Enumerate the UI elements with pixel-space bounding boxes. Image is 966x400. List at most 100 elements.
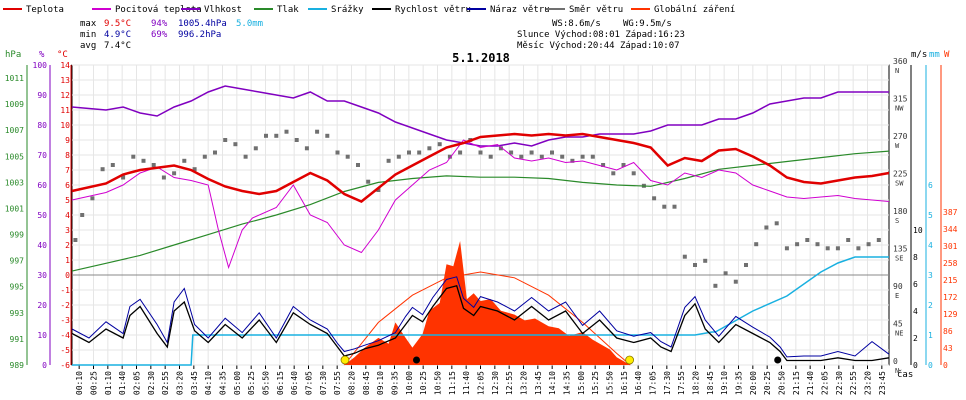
direction-point xyxy=(825,246,830,251)
info-mesic: Měsíc Východ:20:44 Západ:10:07 xyxy=(517,41,680,51)
x-tick-label: 22:30 xyxy=(835,371,844,395)
y-tick-w: 0 xyxy=(943,361,948,370)
info-ws: WS:8.6m/s xyxy=(552,19,601,29)
legend-label-vlhkost: Vlhkost xyxy=(204,5,242,15)
unit-pct: % xyxy=(39,50,45,60)
direction-point xyxy=(213,150,217,155)
direction-point xyxy=(90,196,95,201)
sun-marker xyxy=(625,355,634,365)
stats-max-temp: 9.5°C xyxy=(104,19,131,29)
x-tick-label: 05:00 xyxy=(233,371,242,395)
stats-avg-label: avg xyxy=(80,41,96,51)
y-tick-dir-deg: 225 xyxy=(893,170,908,179)
direction-point xyxy=(253,146,258,151)
direction-point xyxy=(529,150,534,155)
x-tick-label: 10:00 xyxy=(405,371,414,395)
stats-max-rain: 5.0mm xyxy=(236,19,263,29)
chart-title: 5.1.2018 xyxy=(452,51,510,65)
x-tick-label: 09:10 xyxy=(376,371,385,395)
direction-point xyxy=(835,246,840,251)
direction-point xyxy=(631,171,636,176)
y-tick-degc: -6 xyxy=(60,361,70,370)
x-tick-label: 14:35 xyxy=(563,371,572,395)
y-tick-hpa: 1003 xyxy=(5,178,24,187)
x-tick-label: 13:45 xyxy=(534,371,543,395)
direction-point xyxy=(335,150,340,155)
y-tick-ms: 4 xyxy=(913,307,918,316)
series-zareni xyxy=(344,241,631,365)
y-tick-ms: 2 xyxy=(913,334,918,343)
direction-point xyxy=(509,150,514,155)
direction-point xyxy=(703,258,708,263)
y-tick-degc: 12 xyxy=(60,91,70,100)
legend: Teplota Pocitová teplota Vlhkost Tlak Sr… xyxy=(3,5,735,15)
y-tick-degc: -1 xyxy=(60,286,70,295)
y-tick-pct: 10 xyxy=(37,331,47,340)
y-tick-hpa: 1011 xyxy=(5,74,24,83)
y-tick-dir-deg: 180 xyxy=(893,207,908,216)
direction-point xyxy=(141,158,146,163)
direction-point xyxy=(601,163,606,167)
x-tick-label: 19:35 xyxy=(735,371,744,395)
stats-avg-temp: 7.4°C xyxy=(104,41,131,51)
y-tick-degc: 6 xyxy=(65,181,70,190)
stats-min-label: min xyxy=(80,30,96,40)
y-tick-dir-deg: 360 xyxy=(893,57,908,66)
y-tick-degc: 8 xyxy=(65,151,70,160)
unit-w: W xyxy=(944,50,950,60)
unit-degc: °C xyxy=(57,50,68,60)
y-tick-w: 172 xyxy=(943,293,958,302)
legend-label-naraz: Náraz větru xyxy=(490,5,550,15)
y-tick-hpa: 1005 xyxy=(5,152,24,161)
y-tick-degc: 4 xyxy=(65,211,70,220)
x-tick-label: 01:10 xyxy=(104,371,113,395)
legend-label-teplota: Teplota xyxy=(26,5,64,15)
x-tick-label: 23:20 xyxy=(864,371,873,395)
x-tick-label: 05:25 xyxy=(247,371,256,395)
direction-point xyxy=(202,154,207,159)
y-tick-mm: 5 xyxy=(928,211,933,220)
direction-point xyxy=(407,150,411,155)
y-tick-dir-label: N xyxy=(895,67,899,75)
direction-point xyxy=(662,204,667,209)
y-tick-ms: 8 xyxy=(913,253,918,262)
direction-point xyxy=(80,213,85,217)
series-rychlost xyxy=(71,285,890,362)
series-naraz xyxy=(71,276,890,358)
y-tick-dir-label: SE xyxy=(895,255,903,263)
direction-point xyxy=(131,154,136,159)
y-tick-w: 258 xyxy=(943,259,958,268)
direction-point xyxy=(345,154,350,159)
y-tick-dir-label: NE xyxy=(895,330,903,338)
direction-point xyxy=(519,154,524,159)
direction-point xyxy=(315,129,320,134)
direction-point xyxy=(223,138,228,142)
moon-marker xyxy=(413,356,420,364)
stats-min-press: 996.2hPa xyxy=(178,30,221,40)
x-tick-label: 02:05 xyxy=(133,371,142,395)
x-tick-label: 21:15 xyxy=(792,371,801,395)
direction-point xyxy=(325,133,330,138)
y-tick-pct: 30 xyxy=(37,271,47,280)
x-tick-label: 15:00 xyxy=(577,371,586,395)
direction-point xyxy=(437,142,442,147)
y-tick-dir-deg: 90 xyxy=(893,282,903,291)
series-pocitova xyxy=(71,139,890,270)
y-tick-pct: 70 xyxy=(37,151,47,160)
y-tick-dir-label: NW xyxy=(895,105,904,113)
info-block: WS:8.6m/s WG:9.5m/s Slunce Východ:08:01 … xyxy=(517,19,685,51)
direction-point xyxy=(458,150,463,155)
y-tick-degc: 13 xyxy=(60,76,70,85)
axes-layer: 00:10 00:25 01:10 01:40 02:05 02:30 02:55 03:20… xyxy=(5,57,958,395)
legend-label-zareni: Globální záření xyxy=(654,5,735,15)
stats-max-label: max xyxy=(80,19,97,29)
y-tick-degc: 7 xyxy=(65,166,70,175)
y-tick-dir-deg: 135 xyxy=(893,245,908,254)
unit-mm: mm xyxy=(929,50,940,60)
direction-point xyxy=(294,138,299,142)
y-tick-dir-deg: 270 xyxy=(893,132,908,141)
y-tick-degc: -5 xyxy=(60,346,70,355)
x-tick-label: 15:25 xyxy=(591,371,600,395)
y-tick-hpa: 991 xyxy=(10,335,25,344)
y-tick-pct: 90 xyxy=(37,91,47,100)
